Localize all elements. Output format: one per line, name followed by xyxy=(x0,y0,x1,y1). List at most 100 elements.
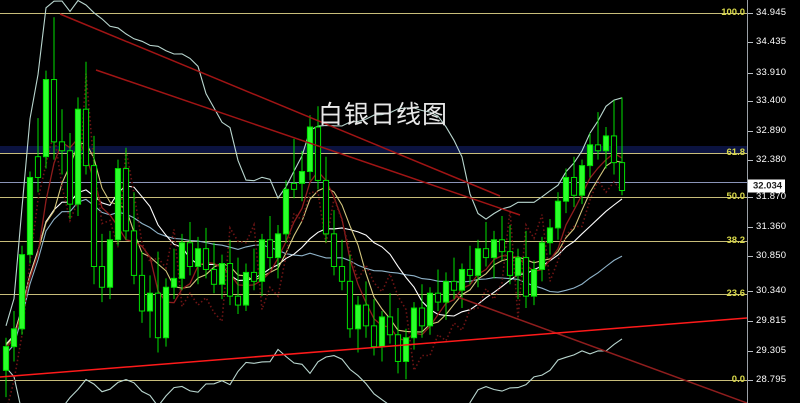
candle-body xyxy=(250,271,258,282)
candle-body xyxy=(394,334,402,362)
price-tick-label: 30.850 xyxy=(756,250,787,261)
fibonacci-level-label: 23.6 xyxy=(726,288,746,299)
candle-body xyxy=(546,227,554,244)
candle-body xyxy=(18,254,26,330)
price-tick-mark xyxy=(748,42,753,43)
candle-body xyxy=(618,162,626,192)
ma7-line xyxy=(5,142,623,346)
candle-body xyxy=(554,200,562,229)
moving-average-khaki xyxy=(5,142,623,346)
candle-body xyxy=(362,304,370,327)
price-tick-mark xyxy=(748,73,753,74)
candle-body xyxy=(514,257,522,276)
trendline-up-trend-right xyxy=(0,317,747,378)
candle-body xyxy=(114,168,122,241)
candle-body xyxy=(58,141,66,152)
price-tick-mark xyxy=(748,380,753,381)
candle-body xyxy=(194,248,202,267)
parabolic-sar-dotted-line xyxy=(7,73,623,403)
bollinger-upper-line xyxy=(5,0,623,326)
price-axis[interactable]: 34.945 34.435 33.910 33.400 32.890 32.380 31.8… xyxy=(747,0,800,403)
candle-body xyxy=(26,176,34,256)
candle-body xyxy=(490,239,498,259)
price-tick-mark xyxy=(748,227,753,228)
candle-body xyxy=(242,271,250,306)
fibonacci-level-label: 61.8 xyxy=(726,147,746,158)
price-tick-label: 33.910 xyxy=(756,67,787,78)
candle-body xyxy=(210,268,218,285)
trendline-down-trend-upper xyxy=(59,13,501,197)
candle-body xyxy=(434,292,442,303)
navy-band-group xyxy=(0,146,747,153)
candle-body xyxy=(10,328,18,348)
price-tick-label: 31.360 xyxy=(756,221,787,232)
price-tick-label: 34.945 xyxy=(756,7,787,18)
candle-body xyxy=(346,280,354,330)
trendline-group xyxy=(0,13,747,403)
candle-body xyxy=(274,233,282,259)
candle-body xyxy=(354,304,362,330)
candle-body xyxy=(258,239,266,282)
candle-body xyxy=(610,135,618,164)
candle-body xyxy=(410,307,418,339)
candle-body xyxy=(522,257,530,297)
price-tick-label: 32.890 xyxy=(756,125,787,136)
price-tick-label: 30.340 xyxy=(756,285,787,296)
sar-dotted-line xyxy=(7,73,623,403)
candle-body xyxy=(202,248,210,270)
candle-body xyxy=(122,168,130,232)
candle-body xyxy=(50,79,58,143)
candle-body xyxy=(322,179,330,235)
candle-body xyxy=(2,346,10,371)
trendline-down-trend-right xyxy=(454,295,747,403)
bollinger-upper-band xyxy=(5,0,623,326)
axis-separator xyxy=(747,0,748,403)
candle-body xyxy=(90,165,98,267)
candle-body xyxy=(138,274,146,312)
candle-body xyxy=(338,265,346,282)
candle-body xyxy=(458,268,466,291)
candle-body xyxy=(530,268,538,297)
chart-canvas xyxy=(0,0,747,403)
candle-body xyxy=(106,239,114,288)
ma5-line xyxy=(5,137,623,349)
ma30-line xyxy=(5,198,623,355)
candle-body xyxy=(82,108,90,167)
price-tick-label: 32.380 xyxy=(756,154,787,165)
candle-body xyxy=(570,176,578,196)
candle-body xyxy=(34,156,42,178)
chart-title: 白银日线图 xyxy=(318,100,449,129)
price-tick-label: 34.435 xyxy=(756,36,787,47)
candle-body xyxy=(578,165,586,196)
price-tick-label: 29.305 xyxy=(756,345,787,356)
price-tick-label: 31.870 xyxy=(756,191,787,202)
chart-plot-area[interactable] xyxy=(0,0,747,403)
fibonacci-level-label: 0.0 xyxy=(731,374,745,385)
candle-body xyxy=(42,79,50,158)
price-tick-mark xyxy=(748,197,753,198)
bollinger-lower-line xyxy=(5,338,623,403)
candle-body xyxy=(594,144,602,152)
candle-body xyxy=(290,182,298,190)
price-tick-mark xyxy=(748,13,753,14)
candle-body xyxy=(234,295,242,306)
candle-body xyxy=(226,263,234,297)
candle-body xyxy=(538,242,546,270)
price-tick-mark xyxy=(748,256,753,257)
price-tick-mark xyxy=(748,131,753,132)
current-price-marker: 32.034 xyxy=(748,179,786,193)
candle-body xyxy=(562,176,570,202)
candle-body xyxy=(586,144,594,167)
candle-body xyxy=(98,265,106,288)
bollinger-lower-band xyxy=(5,338,623,403)
candle-body xyxy=(178,242,186,279)
candle-body xyxy=(74,108,82,205)
candle-body xyxy=(218,263,226,285)
candle-body xyxy=(426,292,434,327)
price-tick-mark xyxy=(748,101,753,102)
candle-body xyxy=(402,337,410,362)
candlestick-series xyxy=(2,17,626,398)
price-tick-mark xyxy=(748,351,753,352)
candle-body xyxy=(498,239,506,253)
